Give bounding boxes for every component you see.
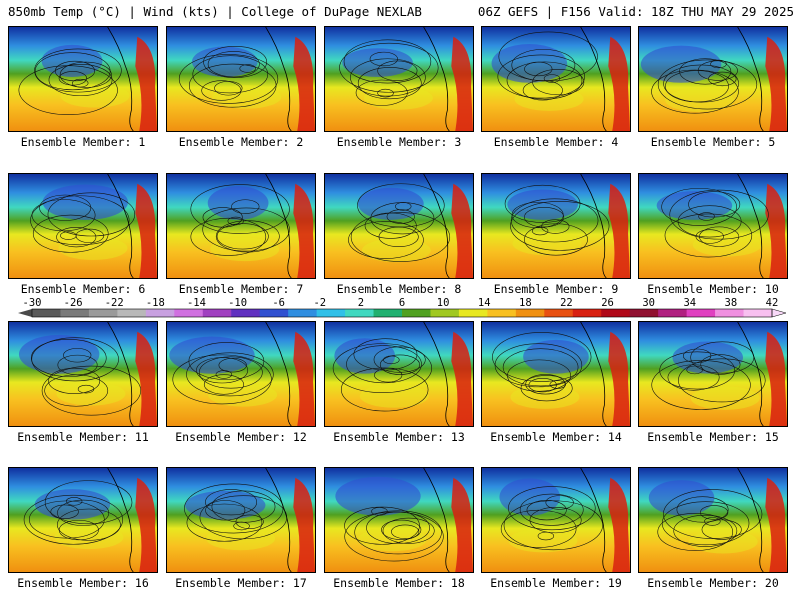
colorbar-tick-label: -6 — [272, 297, 285, 309]
colorbar-swatch — [686, 309, 716, 317]
ensemble-member-label: Ensemble Member: 20 — [647, 576, 779, 590]
model-run-info: 06Z GEFS | F156 Valid: 18Z THU MAY 29 20… — [477, 4, 794, 19]
ensemble-map-4 — [481, 26, 631, 132]
ensemble-map-3 — [324, 26, 474, 132]
ensemble-map-20 — [638, 467, 788, 573]
colorbar-swatch — [601, 309, 631, 317]
colorbar-swatch — [430, 309, 460, 317]
colorbar-swatch — [88, 309, 118, 317]
colorbar-max-arrow — [771, 308, 787, 318]
chart-title: 850mb Temp (°C) | Wind (kts) | College o… — [8, 4, 422, 19]
colorbar-min-arrow — [18, 309, 32, 317]
colorbar-swatch — [117, 309, 147, 317]
ensemble-member-label: Ensemble Member: 1 — [20, 135, 146, 149]
ensemble-map-13 — [324, 321, 474, 427]
colorbar-tick-label: -18 — [146, 297, 165, 309]
temperature-colorbar: -30 -26 -22 -18 -14 -10 -6 -2 2 6 10 14 18 22 26 30 34 38… — [18, 297, 787, 318]
colorbar-tick-label: 18 — [519, 297, 532, 309]
colorbar-swatch — [373, 309, 403, 317]
ensemble-map-19 — [481, 467, 631, 573]
ensemble-map-5 — [638, 26, 788, 132]
colorbar-tick-label: 14 — [478, 297, 491, 309]
colorbar-swatch — [259, 309, 289, 317]
ensemble-member-label: Ensemble Member: 12 — [175, 430, 307, 444]
ensemble-map-6 — [8, 173, 158, 279]
colorbar-tick-label: -14 — [187, 297, 206, 309]
ensemble-map-12 — [166, 321, 316, 427]
ensemble-member-label: Ensemble Member: 4 — [493, 135, 619, 149]
colorbar-swatch — [572, 309, 602, 317]
ensemble-member-label: Ensemble Member: 11 — [17, 430, 149, 444]
ensemble-member-label: Ensemble Member: 8 — [336, 282, 462, 296]
ensemble-member-label: Ensemble Member: 18 — [333, 576, 465, 590]
colorbar-tick-label: 22 — [560, 297, 573, 309]
ensemble-member-label: Ensemble Member: 16 — [17, 576, 149, 590]
ensemble-member-label: Ensemble Member: 2 — [178, 135, 304, 149]
ensemble-member-label: Ensemble Member: 7 — [178, 282, 304, 296]
ensemble-member-label: Ensemble Member: 10 — [647, 282, 779, 296]
colorbar-swatch — [487, 309, 517, 317]
ensemble-member-label: Ensemble Member: 9 — [493, 282, 619, 296]
ensemble-map-11 — [8, 321, 158, 427]
colorbar-tick-label: 2 — [358, 297, 364, 309]
colorbar-tick-label: 10 — [437, 297, 450, 309]
ensemble-map-14 — [481, 321, 631, 427]
colorbar-swatch — [345, 309, 375, 317]
ensemble-map-7 — [166, 173, 316, 279]
colorbar-swatch — [743, 309, 773, 317]
colorbar-tick-label: 42 — [766, 297, 779, 309]
colorbar-tick-label: 34 — [683, 297, 696, 309]
colorbar-swatch — [658, 309, 688, 317]
colorbar-swatch — [458, 309, 488, 317]
ensemble-map-18 — [324, 467, 474, 573]
colorbar-swatch — [402, 309, 431, 317]
colorbar-tick-label: -22 — [105, 297, 124, 309]
ensemble-map-16 — [8, 467, 158, 573]
ensemble-member-label: Ensemble Member: 14 — [490, 430, 622, 444]
colorbar-swatch — [316, 309, 346, 317]
colorbar-tick-label: -2 — [313, 297, 326, 309]
ensemble-member-label: Ensemble Member: 6 — [20, 282, 146, 296]
colorbar-tick-label: 26 — [601, 297, 614, 309]
colorbar-swatch — [629, 309, 659, 317]
colorbar-tick-label: -30 — [23, 297, 42, 309]
colorbar-tick-label: 38 — [725, 297, 738, 309]
colorbar-swatch — [174, 309, 204, 317]
ensemble-map-17 — [166, 467, 316, 573]
ensemble-member-label: Ensemble Member: 3 — [336, 135, 462, 149]
ensemble-member-label: Ensemble Member: 17 — [175, 576, 307, 590]
colorbar-tick-label: -26 — [64, 297, 83, 309]
colorbar-swatch — [288, 309, 318, 317]
colorbar-swatch — [60, 309, 90, 317]
ensemble-member-label: Ensemble Member: 13 — [333, 430, 465, 444]
ensemble-member-label: Ensemble Member: 5 — [650, 135, 776, 149]
colorbar-swatch — [145, 309, 175, 317]
ensemble-member-label: Ensemble Member: 15 — [647, 430, 779, 444]
colorbar-swatch — [715, 309, 745, 317]
ensemble-map-1 — [8, 26, 158, 132]
ensemble-member-label: Ensemble Member: 19 — [490, 576, 622, 590]
colorbar-tick-label: 30 — [642, 297, 655, 309]
colorbar-swatch — [544, 309, 574, 317]
ensemble-map-8 — [324, 173, 474, 279]
colorbar-tick-label: -10 — [228, 297, 247, 309]
colorbar-swatch — [202, 309, 232, 317]
colorbar-swatch — [515, 309, 545, 317]
ensemble-map-2 — [166, 26, 316, 132]
colorbar-swatch — [231, 309, 261, 317]
colorbar-swatch — [32, 309, 61, 317]
colorbar-tick-label: 6 — [399, 297, 405, 309]
ensemble-map-9 — [481, 173, 631, 279]
ensemble-map-10 — [638, 173, 788, 279]
ensemble-map-15 — [638, 321, 788, 427]
